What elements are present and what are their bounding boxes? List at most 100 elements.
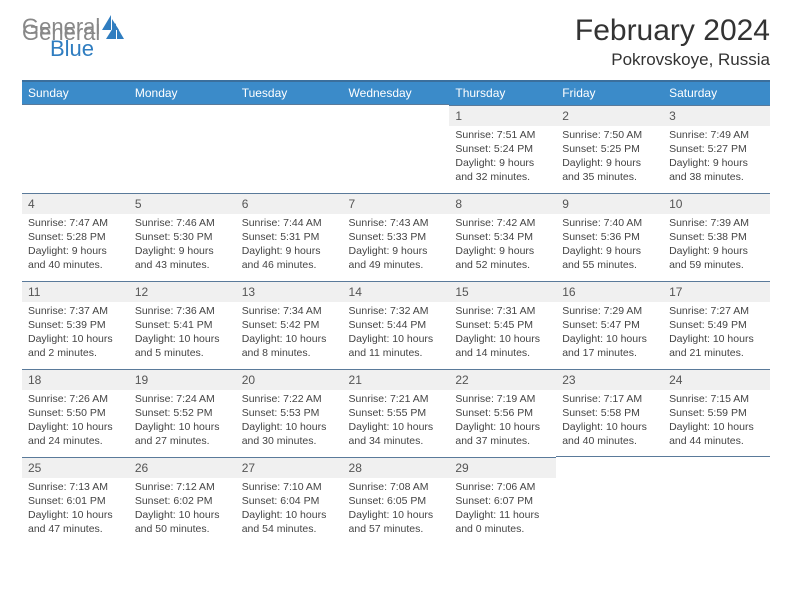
day-details: Sunrise: 7:36 AMSunset: 5:41 PMDaylight:… (129, 302, 236, 365)
day-details: Sunrise: 7:29 AMSunset: 5:47 PMDaylight:… (556, 302, 663, 365)
day-details: Sunrise: 7:15 AMSunset: 5:59 PMDaylight:… (663, 390, 770, 453)
week-row: 25Sunrise: 7:13 AMSunset: 6:01 PMDayligh… (22, 457, 770, 545)
day-cell: 3Sunrise: 7:49 AMSunset: 5:27 PMDaylight… (663, 105, 770, 193)
day-number: 24 (663, 369, 770, 390)
day-cell (663, 457, 770, 545)
day-number: 21 (343, 369, 450, 390)
day-number: 2 (556, 105, 663, 126)
day-cell: 5Sunrise: 7:46 AMSunset: 5:30 PMDaylight… (129, 193, 236, 281)
day-number: 28 (343, 457, 450, 478)
month-title: February 2024 (575, 14, 770, 48)
logo-wrap: General Blue (22, 14, 121, 62)
day-details: Sunrise: 7:46 AMSunset: 5:30 PMDaylight:… (129, 214, 236, 277)
day-details: Sunrise: 7:42 AMSunset: 5:34 PMDaylight:… (449, 214, 556, 277)
weekday-header: Sunday (22, 81, 129, 105)
day-details: Sunrise: 7:12 AMSunset: 6:02 PMDaylight:… (129, 478, 236, 541)
day-details: Sunrise: 7:44 AMSunset: 5:31 PMDaylight:… (236, 214, 343, 277)
day-number: 10 (663, 193, 770, 214)
day-details: Sunrise: 7:27 AMSunset: 5:49 PMDaylight:… (663, 302, 770, 365)
header: General General Blue February 2024 Pokro… (22, 14, 770, 70)
day-cell: 25Sunrise: 7:13 AMSunset: 6:01 PMDayligh… (22, 457, 129, 545)
day-number: 4 (22, 193, 129, 214)
day-details: Sunrise: 7:43 AMSunset: 5:33 PMDaylight:… (343, 214, 450, 277)
day-cell (22, 105, 129, 193)
week-row: 18Sunrise: 7:26 AMSunset: 5:50 PMDayligh… (22, 369, 770, 457)
day-details: Sunrise: 7:47 AMSunset: 5:28 PMDaylight:… (22, 214, 129, 277)
day-number: 1 (449, 105, 556, 126)
day-number: 8 (449, 193, 556, 214)
day-cell: 11Sunrise: 7:37 AMSunset: 5:39 PMDayligh… (22, 281, 129, 369)
day-details: Sunrise: 7:06 AMSunset: 6:07 PMDaylight:… (449, 478, 556, 541)
day-cell (343, 105, 450, 193)
day-cell: 19Sunrise: 7:24 AMSunset: 5:52 PMDayligh… (129, 369, 236, 457)
weekday-header: Friday (556, 81, 663, 105)
day-details: Sunrise: 7:22 AMSunset: 5:53 PMDaylight:… (236, 390, 343, 453)
day-cell: 24Sunrise: 7:15 AMSunset: 5:59 PMDayligh… (663, 369, 770, 457)
day-number: 7 (343, 193, 450, 214)
day-number: 18 (22, 369, 129, 390)
day-cell: 4Sunrise: 7:47 AMSunset: 5:28 PMDaylight… (22, 193, 129, 281)
day-cell: 6Sunrise: 7:44 AMSunset: 5:31 PMDaylight… (236, 193, 343, 281)
day-cell: 18Sunrise: 7:26 AMSunset: 5:50 PMDayligh… (22, 369, 129, 457)
day-cell: 8Sunrise: 7:42 AMSunset: 5:34 PMDaylight… (449, 193, 556, 281)
day-details: Sunrise: 7:31 AMSunset: 5:45 PMDaylight:… (449, 302, 556, 365)
weekday-header: Saturday (663, 81, 770, 105)
week-row: 1Sunrise: 7:51 AMSunset: 5:24 PMDaylight… (22, 105, 770, 193)
day-cell: 1Sunrise: 7:51 AMSunset: 5:24 PMDaylight… (449, 105, 556, 193)
day-number: 16 (556, 281, 663, 302)
day-cell: 12Sunrise: 7:36 AMSunset: 5:41 PMDayligh… (129, 281, 236, 369)
day-cell: 10Sunrise: 7:39 AMSunset: 5:38 PMDayligh… (663, 193, 770, 281)
day-details: Sunrise: 7:08 AMSunset: 6:05 PMDaylight:… (343, 478, 450, 541)
day-details: Sunrise: 7:19 AMSunset: 5:56 PMDaylight:… (449, 390, 556, 453)
day-cell: 15Sunrise: 7:31 AMSunset: 5:45 PMDayligh… (449, 281, 556, 369)
title-block: February 2024 Pokrovskoye, Russia (575, 14, 770, 70)
day-details: Sunrise: 7:37 AMSunset: 5:39 PMDaylight:… (22, 302, 129, 365)
day-number: 19 (129, 369, 236, 390)
day-cell: 26Sunrise: 7:12 AMSunset: 6:02 PMDayligh… (129, 457, 236, 545)
day-cell: 20Sunrise: 7:22 AMSunset: 5:53 PMDayligh… (236, 369, 343, 457)
day-details: Sunrise: 7:24 AMSunset: 5:52 PMDaylight:… (129, 390, 236, 453)
calendar-body: 1Sunrise: 7:51 AMSunset: 5:24 PMDaylight… (22, 105, 770, 545)
day-cell: 14Sunrise: 7:32 AMSunset: 5:44 PMDayligh… (343, 281, 450, 369)
day-number: 6 (236, 193, 343, 214)
day-number: 3 (663, 105, 770, 126)
day-details: Sunrise: 7:10 AMSunset: 6:04 PMDaylight:… (236, 478, 343, 541)
week-row: 11Sunrise: 7:37 AMSunset: 5:39 PMDayligh… (22, 281, 770, 369)
day-number: 26 (129, 457, 236, 478)
week-row: 4Sunrise: 7:47 AMSunset: 5:28 PMDaylight… (22, 193, 770, 281)
logo-word-blue: Blue (50, 36, 121, 62)
day-details: Sunrise: 7:51 AMSunset: 5:24 PMDaylight:… (449, 126, 556, 189)
day-number: 15 (449, 281, 556, 302)
weekday-header: Monday (129, 81, 236, 105)
day-number: 14 (343, 281, 450, 302)
weekday-header-row: SundayMondayTuesdayWednesdayThursdayFrid… (22, 81, 770, 105)
day-details: Sunrise: 7:13 AMSunset: 6:01 PMDaylight:… (22, 478, 129, 541)
day-number: 9 (556, 193, 663, 214)
day-cell: 23Sunrise: 7:17 AMSunset: 5:58 PMDayligh… (556, 369, 663, 457)
weekday-header: Wednesday (343, 81, 450, 105)
day-cell: 13Sunrise: 7:34 AMSunset: 5:42 PMDayligh… (236, 281, 343, 369)
weekday-header: Tuesday (236, 81, 343, 105)
calendar-table: SundayMondayTuesdayWednesdayThursdayFrid… (22, 80, 770, 545)
day-details: Sunrise: 7:40 AMSunset: 5:36 PMDaylight:… (556, 214, 663, 277)
day-cell: 9Sunrise: 7:40 AMSunset: 5:36 PMDaylight… (556, 193, 663, 281)
day-number: 25 (22, 457, 129, 478)
day-number: 5 (129, 193, 236, 214)
day-details: Sunrise: 7:39 AMSunset: 5:38 PMDaylight:… (663, 214, 770, 277)
day-number: 11 (22, 281, 129, 302)
day-number: 29 (449, 457, 556, 478)
day-cell: 17Sunrise: 7:27 AMSunset: 5:49 PMDayligh… (663, 281, 770, 369)
day-number: 17 (663, 281, 770, 302)
day-details: Sunrise: 7:26 AMSunset: 5:50 PMDaylight:… (22, 390, 129, 453)
day-number: 13 (236, 281, 343, 302)
day-number: 23 (556, 369, 663, 390)
day-cell (556, 457, 663, 545)
day-details: Sunrise: 7:34 AMSunset: 5:42 PMDaylight:… (236, 302, 343, 365)
day-cell: 28Sunrise: 7:08 AMSunset: 6:05 PMDayligh… (343, 457, 450, 545)
day-details: Sunrise: 7:50 AMSunset: 5:25 PMDaylight:… (556, 126, 663, 189)
day-number: 12 (129, 281, 236, 302)
logo-sail-icon (101, 14, 121, 37)
day-details: Sunrise: 7:32 AMSunset: 5:44 PMDaylight:… (343, 302, 450, 365)
weekday-header: Thursday (449, 81, 556, 105)
day-number: 20 (236, 369, 343, 390)
